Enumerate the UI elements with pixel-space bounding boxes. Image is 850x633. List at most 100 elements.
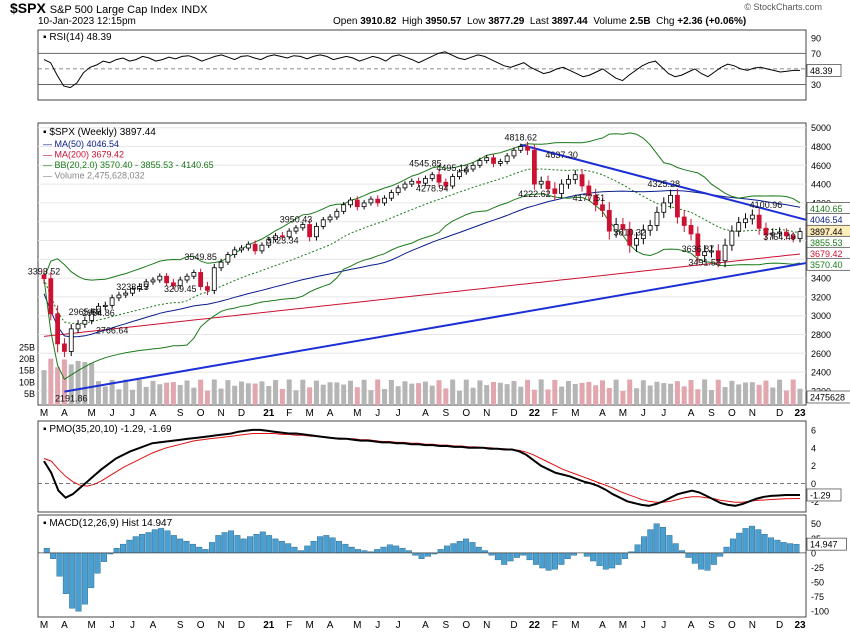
candle-body xyxy=(273,235,278,240)
candle-body xyxy=(307,224,313,238)
candle-body xyxy=(783,231,789,237)
volume-bar xyxy=(674,381,680,405)
candle-body xyxy=(436,174,442,183)
price-annotation: 3764.49 xyxy=(763,232,796,242)
macd-hist-bar xyxy=(736,532,743,554)
x-axis-label-bottom: D xyxy=(776,620,783,631)
x-axis-label-bottom: 22 xyxy=(529,620,541,631)
volume-bar xyxy=(722,387,728,405)
macd-hist-bar xyxy=(189,543,196,554)
rsi-last-label-box xyxy=(806,64,842,77)
volume-bar xyxy=(293,390,299,405)
candle-body xyxy=(320,219,326,227)
macd-hist-bar xyxy=(532,552,539,565)
x-axis-label-bottom: A xyxy=(150,620,157,631)
candle-body xyxy=(518,146,524,151)
candle-body xyxy=(586,185,592,196)
candle-body xyxy=(157,275,163,281)
candle-body xyxy=(218,261,224,269)
volume-bar xyxy=(593,385,599,405)
macd-hist-bar xyxy=(469,542,476,554)
x-axis-label-bottom: J xyxy=(110,620,115,631)
candle-body xyxy=(232,249,238,255)
macd-hist-bar xyxy=(50,552,57,559)
bb-middle-line xyxy=(43,168,801,325)
chg-value: +2.36 (+0.06%) xyxy=(677,16,747,27)
macd-hist-bar xyxy=(647,529,654,554)
macd-hist-bar xyxy=(717,552,724,557)
macd-tick: 50 xyxy=(811,519,821,529)
macd-last-label-box xyxy=(806,537,847,551)
x-axis-label: A xyxy=(422,408,429,419)
rsi-tick: 70 xyxy=(811,49,821,59)
price-tick: 2400 xyxy=(811,368,831,378)
x-axis-label: J xyxy=(396,408,401,419)
candle-body xyxy=(702,251,708,256)
x-axis-label-bottom: S xyxy=(708,620,715,631)
x-axis-label: A xyxy=(327,408,334,419)
volume-bar xyxy=(143,386,149,405)
volume-bar xyxy=(783,390,789,405)
candle-body xyxy=(525,146,530,151)
volume-bar xyxy=(341,384,347,405)
candle-body xyxy=(497,161,503,164)
candle-body xyxy=(797,231,803,240)
candle-body xyxy=(375,198,381,204)
volume-bar xyxy=(416,383,422,405)
macd-hist-bar xyxy=(145,532,152,554)
bb-lower-line xyxy=(43,193,801,381)
candle-body xyxy=(130,288,135,294)
x-axis-label: M xyxy=(40,408,48,419)
candle-body xyxy=(334,210,340,218)
volume-bar xyxy=(354,387,360,405)
rsi-title: ▪ RSI(14) 48.39 xyxy=(43,32,112,43)
macd-hist-bar xyxy=(164,530,171,554)
ma50-line xyxy=(43,189,801,338)
candle-body xyxy=(579,174,585,187)
candle-body xyxy=(409,180,415,185)
price-annotation: 3209.45 xyxy=(164,284,197,294)
candle-body xyxy=(143,281,149,287)
candle-body xyxy=(205,286,210,291)
volume-bar xyxy=(252,383,258,405)
x-axis-label: O xyxy=(462,408,470,419)
candle-body xyxy=(634,238,639,246)
candle-body xyxy=(82,319,88,325)
candle-body xyxy=(450,176,456,187)
volume-tick: 15B xyxy=(19,366,35,376)
volume-bar xyxy=(402,381,408,405)
candle-body xyxy=(225,254,231,263)
price-right-label: 3570.40 xyxy=(810,260,843,270)
macd-hist-bar xyxy=(424,552,431,557)
volume-bar xyxy=(89,363,95,405)
price-annotation: 4100.96 xyxy=(750,200,783,210)
candle-body xyxy=(504,155,510,162)
candle-body xyxy=(695,233,701,256)
price-annotation: 3950.43 xyxy=(280,214,313,224)
volume-bar xyxy=(109,379,115,405)
macd-hist-bar xyxy=(100,552,107,562)
macd-hist-bar xyxy=(494,552,501,561)
candle-body xyxy=(62,343,67,352)
macd-hist-bar xyxy=(336,541,342,554)
volume-bar xyxy=(191,387,197,405)
macd-hist-bar xyxy=(399,548,406,554)
macd-hist-bar xyxy=(761,534,768,554)
volume-bar xyxy=(368,390,374,405)
price-right-label: 4046.54 xyxy=(810,215,843,225)
volume-bar xyxy=(661,383,667,405)
x-axis-label-bottom: M xyxy=(571,620,579,631)
macd-hist-bar xyxy=(215,535,222,554)
price-annotation: 4545.85 xyxy=(409,158,442,168)
candle-body xyxy=(109,297,115,306)
macd-hist-bar xyxy=(56,552,63,577)
macd-hist-bar xyxy=(545,552,552,571)
macd-hist-bar xyxy=(748,525,755,554)
volume-bar xyxy=(545,389,551,405)
x-axis-label: M xyxy=(305,408,313,419)
volume-bar xyxy=(164,382,170,405)
macd-hist-bar xyxy=(787,543,794,554)
macd-hist-bar xyxy=(126,539,133,554)
macd-hist-bar xyxy=(69,552,76,609)
